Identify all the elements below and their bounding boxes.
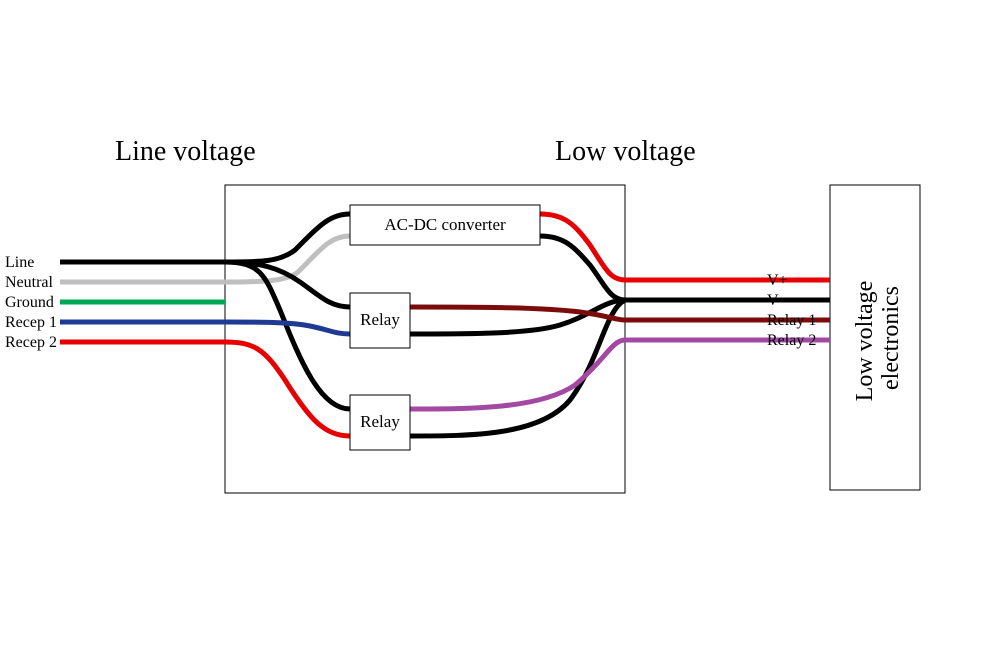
relay1-label: Relay [360, 310, 400, 329]
title-left: Line voltage [115, 136, 256, 167]
converter-label: AC-DC converter [384, 215, 506, 234]
wire-converter-to-vplus [540, 214, 830, 280]
label-vplus: V+ [767, 272, 788, 289]
label-neutral: Neutral [5, 274, 54, 291]
label-relay2: Relay 2 [767, 332, 816, 349]
label-relay1: Relay 1 [767, 312, 816, 329]
label-recep2: Recep 2 [5, 334, 57, 351]
lve-box-label: Low voltage electronics [852, 275, 904, 402]
wire-line-to-converter [225, 214, 350, 262]
wire-recep2-to-relay2 [225, 342, 350, 436]
label-recep1: Recep 1 [5, 314, 57, 331]
wire-line-to-relay1 [225, 262, 350, 307]
wire-converter-to-vminus [540, 236, 830, 300]
wiring-diagram: Line voltage Low voltage Low voltage ele… [0, 0, 999, 666]
label-vminus: V- [767, 292, 782, 309]
title-right: Low voltage [555, 136, 696, 167]
label-ground: Ground [5, 294, 54, 311]
relay2-label: Relay [360, 412, 400, 431]
wire-relay2-signal [410, 340, 830, 409]
label-line: Line [5, 254, 34, 271]
